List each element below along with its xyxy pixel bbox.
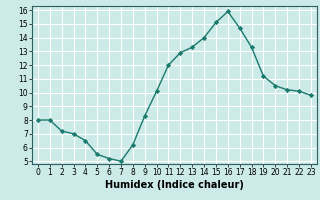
X-axis label: Humidex (Indice chaleur): Humidex (Indice chaleur)	[105, 180, 244, 190]
